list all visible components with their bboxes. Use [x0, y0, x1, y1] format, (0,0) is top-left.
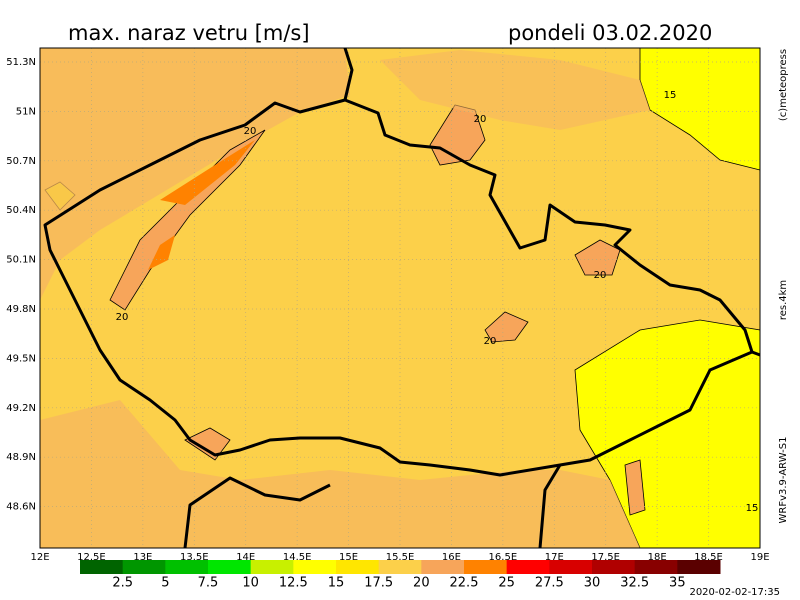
- model-name: WRFv3.9-ARW-S1: [778, 437, 789, 524]
- lat-label: 51.3N: [6, 57, 36, 68]
- axis-labels: 51.3N 51N 50.7N 50.4N 50.1N 49.8N 49.5N 49.2N 48…: [6, 57, 769, 563]
- colorbar-swatch: [293, 560, 337, 574]
- colorbar-swatch: [378, 560, 422, 574]
- contour-label: 20: [474, 114, 487, 125]
- lon-label: 16.5E: [489, 552, 518, 563]
- colorbar-swatch: [549, 560, 593, 574]
- lat-label: 49.2N: [6, 403, 36, 414]
- colorbar-label: 22.5: [450, 576, 479, 591]
- gust-area: [380, 50, 650, 130]
- colorbar-swatch: [250, 560, 294, 574]
- colorbar-label: 17.5: [364, 576, 393, 591]
- country-border: [183, 476, 331, 549]
- colorbar-swatch: [80, 560, 124, 574]
- gust-area: [109, 129, 266, 311]
- lon-label: 13E: [133, 552, 152, 563]
- lat-label: 48.6N: [6, 502, 36, 513]
- lat-label: 50.4N: [6, 205, 36, 216]
- colorbar-label: 5: [161, 576, 169, 591]
- gust-area: [624, 459, 646, 516]
- lon-label: 15E: [339, 552, 358, 563]
- gust-area: [184, 427, 231, 461]
- map-title: max. naraz vetru [m/s]: [68, 21, 310, 45]
- colorbar-label: 15: [328, 576, 345, 591]
- lon-label: 12.5E: [77, 552, 106, 563]
- map-date: pondeli 03.02.2020: [508, 21, 712, 45]
- lon-label: 12E: [30, 552, 49, 563]
- colorbar-swatch: [421, 560, 465, 574]
- contour-label: 15: [664, 90, 677, 101]
- lon-label: 17E: [545, 552, 564, 563]
- colorbar-swatch: [634, 560, 678, 574]
- contour-label: 20: [484, 336, 497, 347]
- lon-label: 19E: [750, 552, 769, 563]
- lon-label: 17.5E: [591, 552, 620, 563]
- colorbar-label: 32.5: [620, 576, 649, 591]
- lon-label: 18.5E: [694, 552, 723, 563]
- lon-label: 14E: [236, 552, 255, 563]
- colorbar-label: 12.5: [279, 576, 308, 591]
- lat-label: 50.1N: [6, 255, 36, 266]
- timestamp: 2020-02-02-17:35: [689, 587, 780, 598]
- gust-area: [574, 239, 621, 276]
- gust-area: [40, 48, 350, 300]
- colorbar-label: 25: [498, 576, 515, 591]
- lat-label: 50.7N: [6, 156, 36, 167]
- colorbar: 2.5 5 7.5 10 12.5 15 17.5 20 22.5 25 27.5 30 32.5 35: [80, 560, 721, 591]
- lon-label: 14.5E: [283, 552, 312, 563]
- lat-label: 49.8N: [6, 304, 36, 315]
- colorbar-label: 7.5: [198, 576, 219, 591]
- lon-label: 13.5E: [180, 552, 209, 563]
- country-border: [538, 464, 562, 549]
- colorbar-swatch: [208, 560, 252, 574]
- colorbar-label: 35: [669, 576, 686, 591]
- colorbar-label: 10: [242, 576, 259, 591]
- colorbar-swatch: [506, 560, 550, 574]
- strong-gust-area: [160, 140, 255, 205]
- lat-label: 48.9N: [6, 452, 36, 463]
- colorbar-label: 20: [413, 576, 430, 591]
- contour-label: 20: [594, 270, 607, 281]
- colorbar-label: 30: [584, 576, 601, 591]
- contour-label: 20: [244, 126, 257, 137]
- colorbar-label: 27.5: [535, 576, 564, 591]
- lat-label: 49.5N: [6, 353, 36, 364]
- credit: (c)meteopress: [778, 49, 789, 121]
- resolution: res.4km: [778, 280, 789, 320]
- map-frame: [39, 47, 761, 549]
- country-border: [343, 47, 354, 101]
- country-border: [751, 350, 761, 357]
- colorbar-label: 2.5: [112, 576, 133, 591]
- contour-label: 20: [116, 312, 129, 323]
- lon-label: 16E: [442, 552, 461, 563]
- gust-area: [484, 311, 529, 343]
- colorbar-swatch: [122, 560, 166, 574]
- czech-border: [43, 98, 754, 477]
- borders: [43, 47, 761, 549]
- lat-label: 51N: [16, 106, 36, 117]
- colorbar-swatch: [336, 560, 380, 574]
- colorbar-swatch: [592, 560, 636, 574]
- contour-labels: 20 20 20 20 20 15 15: [116, 90, 759, 514]
- strong-gust-area: [148, 235, 175, 270]
- lon-label: 18E: [648, 552, 667, 563]
- colorbar-swatch: [677, 560, 721, 574]
- colorbar-swatch: [464, 560, 508, 574]
- colorbar-swatch: [165, 560, 209, 574]
- lon-label: 15.5E: [386, 552, 415, 563]
- contour-label: 15: [746, 503, 759, 514]
- grid: [40, 48, 760, 548]
